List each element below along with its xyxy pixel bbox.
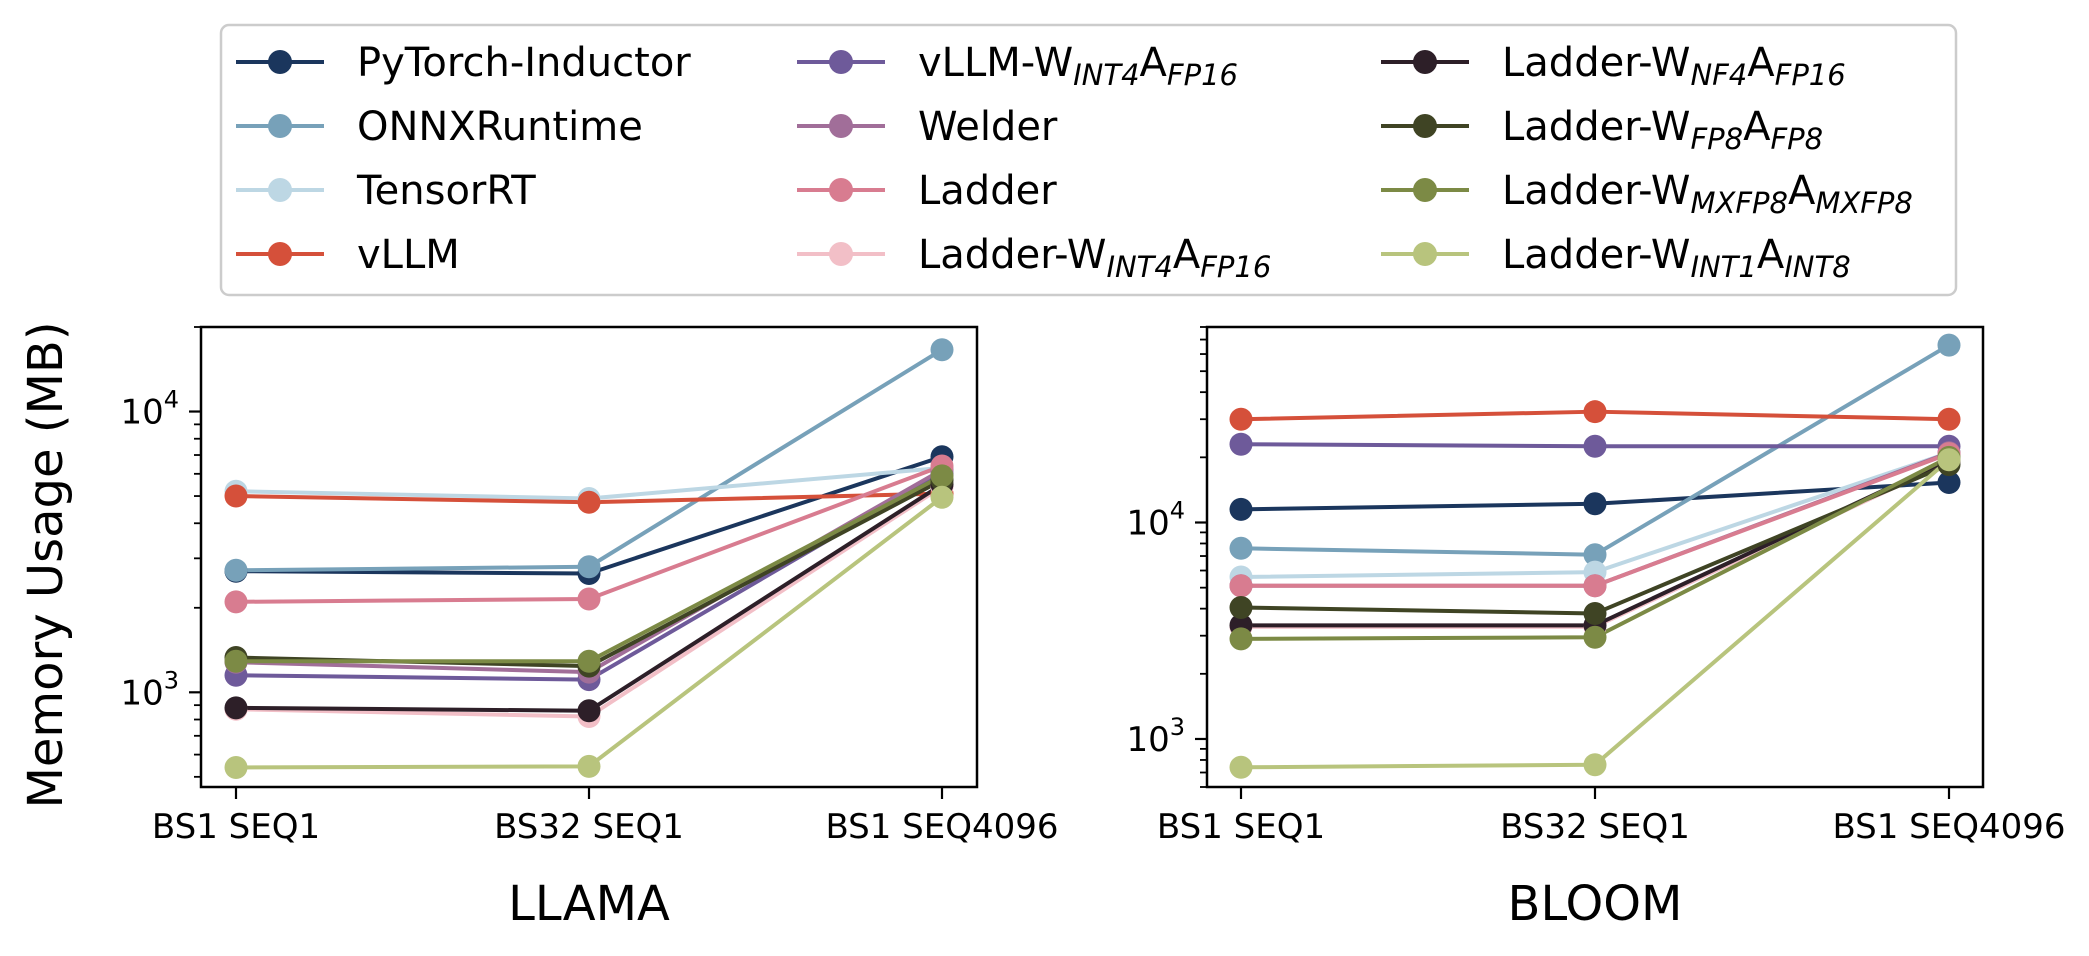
- legend-label-welder: Welder: [918, 104, 1058, 150]
- llama-y-tick-label: 103: [120, 666, 179, 713]
- legend-entry-ladder_w_fp8_a_fp8: Ladder-WFP8AFP8: [1381, 104, 1823, 156]
- bloom-point-onnxruntime-1: [1583, 543, 1607, 567]
- bloom-point-vllm_w_int4_a_fp16-0: [1229, 432, 1253, 456]
- bloom-point-pytorch_inductor-2: [1937, 471, 1961, 495]
- bloom-point-ladder_w_fp8_a_fp8-0: [1229, 595, 1253, 619]
- bloom-chart: 103 104 BS1 SEQ1 BS32 SEQ1 BS1 SEQ4096 BLOO…: [1126, 325, 2066, 932]
- llama-point-ladder_w_mxfp8_a_mxfp8-2: [930, 464, 954, 488]
- bloom-point-vllm-1: [1583, 400, 1607, 424]
- bloom-y-tick-label: 104: [1126, 496, 1185, 543]
- legend-label-ladder_w_nf4_a_fp16: Ladder-WNF4AFP16: [1502, 40, 1846, 92]
- llama-point-vllm-0: [224, 484, 248, 508]
- legend-label-ladder_w_fp8_a_fp8: Ladder-WFP8AFP8: [1502, 104, 1823, 156]
- llama-point-onnxruntime-1: [577, 555, 601, 579]
- legend-entry-pytorch_inductor: PyTorch-Inductor: [236, 40, 691, 86]
- bloom-point-vllm_w_int4_a_fp16-1: [1583, 434, 1607, 458]
- legend-label-tensorrt: TensorRT: [356, 168, 536, 214]
- legend-label-ladder_w_int4_a_fp16: Ladder-WINT4AFP16: [918, 232, 1271, 284]
- bloom-point-ladder-0: [1229, 574, 1253, 598]
- bloom-point-pytorch_inductor-0: [1229, 497, 1253, 521]
- legend-entry-ladder_w_int4_a_fp16: Ladder-WINT4AFP16: [797, 232, 1271, 284]
- bloom-y-ticks: 103 104: [1126, 326, 1207, 788]
- llama-point-ladder_w_int1_a_int8-0: [224, 755, 248, 779]
- bloom-point-ladder_w_mxfp8_a_mxfp8-1: [1583, 625, 1607, 649]
- bloom-point-onnxruntime-0: [1229, 536, 1253, 560]
- legend-entry-welder: Welder: [797, 104, 1058, 150]
- legend-entry-ladder: Ladder: [797, 168, 1057, 214]
- legend-label-ladder_w_int1_a_int8: Ladder-WINT1AINT8: [1502, 232, 1851, 284]
- legend-entry-ladder_w_mxfp8_a_mxfp8: Ladder-WMXFP8AMXFP8: [1381, 168, 1913, 220]
- legend-marker-vllm_w_int4_a_fp16: [829, 50, 853, 74]
- legend-marker-vllm: [268, 242, 292, 266]
- legend-marker-ladder_w_fp8_a_fp8: [1413, 114, 1437, 138]
- llama-point-onnxruntime-2: [930, 338, 954, 362]
- llama-point-ladder_w_int1_a_int8-2: [930, 485, 954, 509]
- bloom-point-ladder_w_int1_a_int8-0: [1229, 755, 1253, 779]
- legend-label-vllm: vLLM: [357, 232, 460, 278]
- legend-marker-ladder: [829, 178, 853, 202]
- llama-x-tick-label: BS1 SEQ4096: [825, 807, 1058, 847]
- llama-point-ladder_w_nf4_a_fp16-0: [224, 696, 248, 720]
- legend-label-ladder: Ladder: [918, 168, 1057, 214]
- bloom-y-tick-label: 103: [1126, 713, 1185, 760]
- bloom-series-markers: [1229, 333, 1961, 779]
- legend-label-ladder_w_mxfp8_a_mxfp8: Ladder-WMXFP8AMXFP8: [1502, 168, 1913, 220]
- llama-x-ticks: BS1 SEQ1 BS32 SEQ1 BS1 SEQ4096: [152, 787, 1059, 847]
- legend-entry-onnxruntime: ONNXRuntime: [236, 104, 643, 150]
- legend-label-pytorch_inductor: PyTorch-Inductor: [357, 40, 691, 86]
- llama-point-ladder_w_mxfp8_a_mxfp8-1: [577, 649, 601, 673]
- legend: PyTorch-Inductor ONNXRuntime TensorRT vLLM v…: [219, 23, 1958, 297]
- legend-entry-ladder_w_int1_a_int8: Ladder-WINT1AINT8: [1381, 232, 1851, 284]
- llama-point-vllm-1: [577, 490, 601, 514]
- legend-label-onnxruntime: ONNXRuntime: [357, 104, 643, 150]
- llama-point-ladder_w_mxfp8_a_mxfp8-0: [224, 649, 248, 673]
- legend-marker-ladder_w_mxfp8_a_mxfp8: [1413, 178, 1437, 202]
- llama-point-ladder_w_nf4_a_fp16-1: [577, 699, 601, 723]
- bloom-point-pytorch_inductor-1: [1583, 492, 1607, 516]
- legend-entry-ladder_w_nf4_a_fp16: Ladder-WNF4AFP16: [1381, 40, 1846, 92]
- llama-point-ladder-1: [577, 587, 601, 611]
- bloom-x-tick-label: BS1 SEQ4096: [1832, 807, 2065, 847]
- bloom-point-ladder_w_mxfp8_a_mxfp8-0: [1229, 627, 1253, 651]
- bloom-point-ladder_w_int1_a_int8-1: [1583, 753, 1607, 777]
- llama-point-ladder-0: [224, 590, 248, 614]
- legend-frame: [219, 23, 1958, 297]
- bloom-point-ladder-1: [1583, 574, 1607, 598]
- bloom-x-tick-label: BS32 SEQ1: [1500, 807, 1690, 847]
- y-axis-label: Memory Usage (MB): [18, 321, 74, 808]
- legend-marker-ladder_w_int4_a_fp16: [829, 242, 853, 266]
- llama-point-onnxruntime-0: [224, 558, 248, 582]
- legend-marker-pytorch_inductor: [268, 50, 292, 74]
- bloom-point-onnxruntime-2: [1937, 333, 1961, 357]
- llama-x-axis-label: LLAMA: [508, 876, 670, 932]
- bloom-point-vllm-2: [1937, 407, 1961, 431]
- llama-y-tick-label: 104: [120, 386, 179, 433]
- legend-marker-tensorrt: [268, 178, 292, 202]
- legend-entry-vllm_w_int4_a_fp16: vLLM-WINT4AFP16: [797, 40, 1238, 92]
- llama-y-ticks: 103 104: [120, 326, 201, 778]
- legend-label-vllm_w_int4_a_fp16: vLLM-WINT4AFP16: [918, 40, 1238, 92]
- bloom-point-ladder_w_fp8_a_fp8-1: [1583, 601, 1607, 625]
- legend-marker-ladder_w_nf4_a_fp16: [1413, 50, 1437, 74]
- legend-entry-tensorrt: TensorRT: [236, 168, 536, 214]
- llama-point-ladder_w_int1_a_int8-1: [577, 754, 601, 778]
- legend-marker-welder: [829, 114, 853, 138]
- legend-marker-ladder_w_int1_a_int8: [1413, 242, 1437, 266]
- bloom-x-axis-label: BLOOM: [1508, 876, 1683, 932]
- legend-entries: PyTorch-Inductor ONNXRuntime TensorRT vLLM v…: [236, 40, 1913, 284]
- llama-series-markers: [224, 338, 954, 779]
- llama-x-tick-label: BS32 SEQ1: [494, 807, 684, 847]
- bloom-point-ladder_w_int1_a_int8-2: [1937, 448, 1961, 472]
- legend-marker-onnxruntime: [268, 114, 292, 138]
- bloom-point-vllm-0: [1229, 407, 1253, 431]
- legend-entry-vllm: vLLM: [236, 232, 460, 278]
- bloom-x-ticks: BS1 SEQ1 BS32 SEQ1 BS1 SEQ4096: [1157, 787, 2066, 847]
- bloom-x-tick-label: BS1 SEQ1: [1157, 807, 1325, 847]
- llama-chart: 103 104 BS1 SEQ1 BS32 SEQ1 BS1 SEQ4096 LLAM…: [120, 325, 1059, 932]
- llama-x-tick-label: BS1 SEQ1: [152, 807, 320, 847]
